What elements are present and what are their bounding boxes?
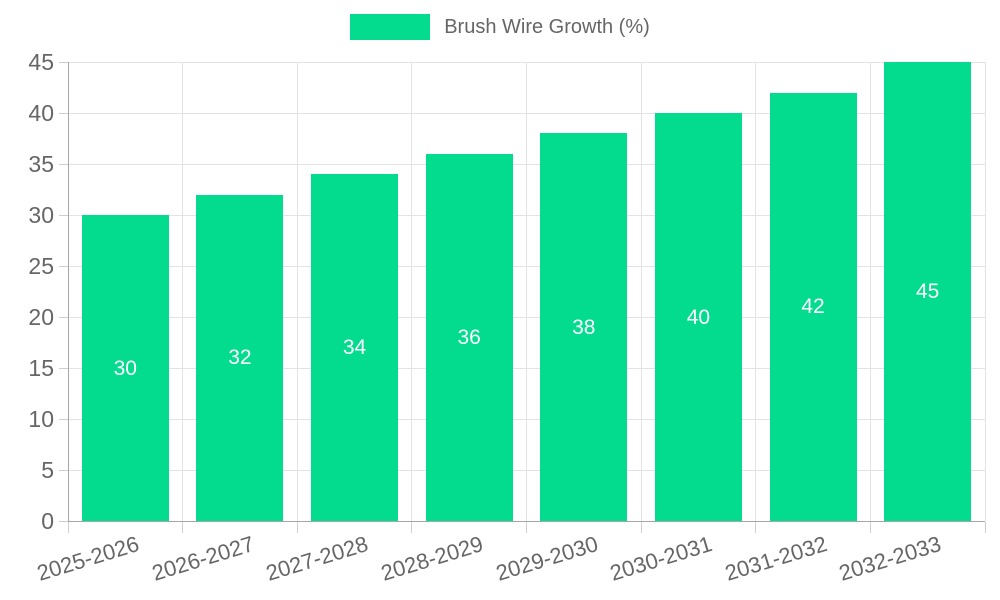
y-axis-tick — [59, 520, 68, 522]
bar-value-label: 40 — [686, 305, 711, 329]
x-axis-tick — [869, 522, 871, 533]
plot-area: 30 32 34 36 38 40 42 45 — [68, 61, 986, 521]
bar: 30 — [81, 215, 169, 521]
y-axis-tick-label: 20 — [28, 304, 54, 330]
legend-item[interactable]: Brush Wire Growth (%) — [350, 14, 650, 40]
x-gridline — [182, 62, 184, 521]
bar-value-label: 45 — [916, 280, 940, 303]
y-axis-tick-label: 5 — [41, 457, 54, 483]
y-axis-tick — [59, 265, 68, 267]
bar: 38 — [540, 133, 628, 521]
y-axis-tick-label: 15 — [28, 355, 54, 381]
x-axis-tick — [296, 522, 298, 533]
bar: 34 — [311, 174, 399, 521]
x-axis-category-label: 2029-2030 — [492, 531, 601, 586]
x-gridline — [640, 62, 642, 521]
y-axis-tick — [59, 418, 68, 420]
x-axis-tick — [984, 522, 986, 533]
x-axis-tick — [411, 522, 413, 533]
y-axis-tick-label: 45 — [28, 49, 54, 75]
y-axis-tick-label: 25 — [28, 253, 54, 279]
y-axis-tick — [59, 316, 68, 318]
x-gridline — [411, 62, 413, 521]
bar: 42 — [769, 92, 857, 521]
bar-value-label: 38 — [572, 315, 596, 339]
x-axis-tick — [526, 522, 527, 533]
y-axis-tick — [59, 61, 68, 63]
x-axis-category-label: 2028-2029 — [377, 531, 486, 586]
x-gridline — [296, 62, 298, 521]
y-axis-tick — [59, 163, 68, 165]
x-axis-category-label: 2030-2031 — [607, 531, 716, 586]
y-axis-tick-label: 30 — [28, 202, 54, 228]
y-axis-tick-label: 10 — [28, 406, 54, 432]
y-axis-tick — [59, 112, 68, 114]
x-gridline — [526, 62, 527, 521]
bar-value-label: 30 — [113, 356, 137, 380]
bar: 32 — [196, 194, 284, 521]
x-axis-category-label: 2026-2027 — [148, 531, 257, 586]
y-axis-tick-label: 0 — [41, 508, 54, 534]
y-axis-tick-label: 35 — [28, 151, 54, 177]
chart-legend: Brush Wire Growth (%) — [0, 14, 1000, 40]
x-gridline — [869, 62, 871, 521]
x-axis-category-label: 2032-2033 — [836, 531, 945, 586]
legend-series-label: Brush Wire Growth (%) — [444, 15, 650, 38]
x-axis-tick — [755, 522, 757, 533]
bar-value-label: 34 — [342, 336, 367, 360]
y-axis-tick — [59, 367, 68, 369]
y-axis-tick — [59, 214, 68, 216]
x-axis-category-label: 2031-2032 — [721, 531, 830, 586]
x-axis-tick — [67, 522, 69, 533]
x-axis-category-label: 2027-2028 — [263, 531, 372, 586]
x-axis-line — [68, 521, 985, 522]
y-axis-tick — [59, 469, 68, 471]
x-gridline — [984, 62, 986, 521]
bar-value-label: 42 — [801, 295, 825, 319]
bar-value-label: 36 — [457, 325, 481, 349]
bar-value-label: 32 — [228, 346, 252, 370]
x-gridline — [755, 62, 757, 521]
y-axis-line — [68, 62, 69, 521]
x-axis-tick — [640, 522, 642, 533]
x-axis-category-label: 2025-2026 — [34, 531, 143, 586]
bar: 36 — [425, 153, 513, 521]
bar: 45 — [884, 62, 972, 521]
x-axis-tick — [182, 522, 184, 533]
y-axis-tick-label: 40 — [28, 100, 54, 126]
bar: 40 — [654, 113, 742, 521]
legend-color-swatch — [350, 14, 431, 40]
